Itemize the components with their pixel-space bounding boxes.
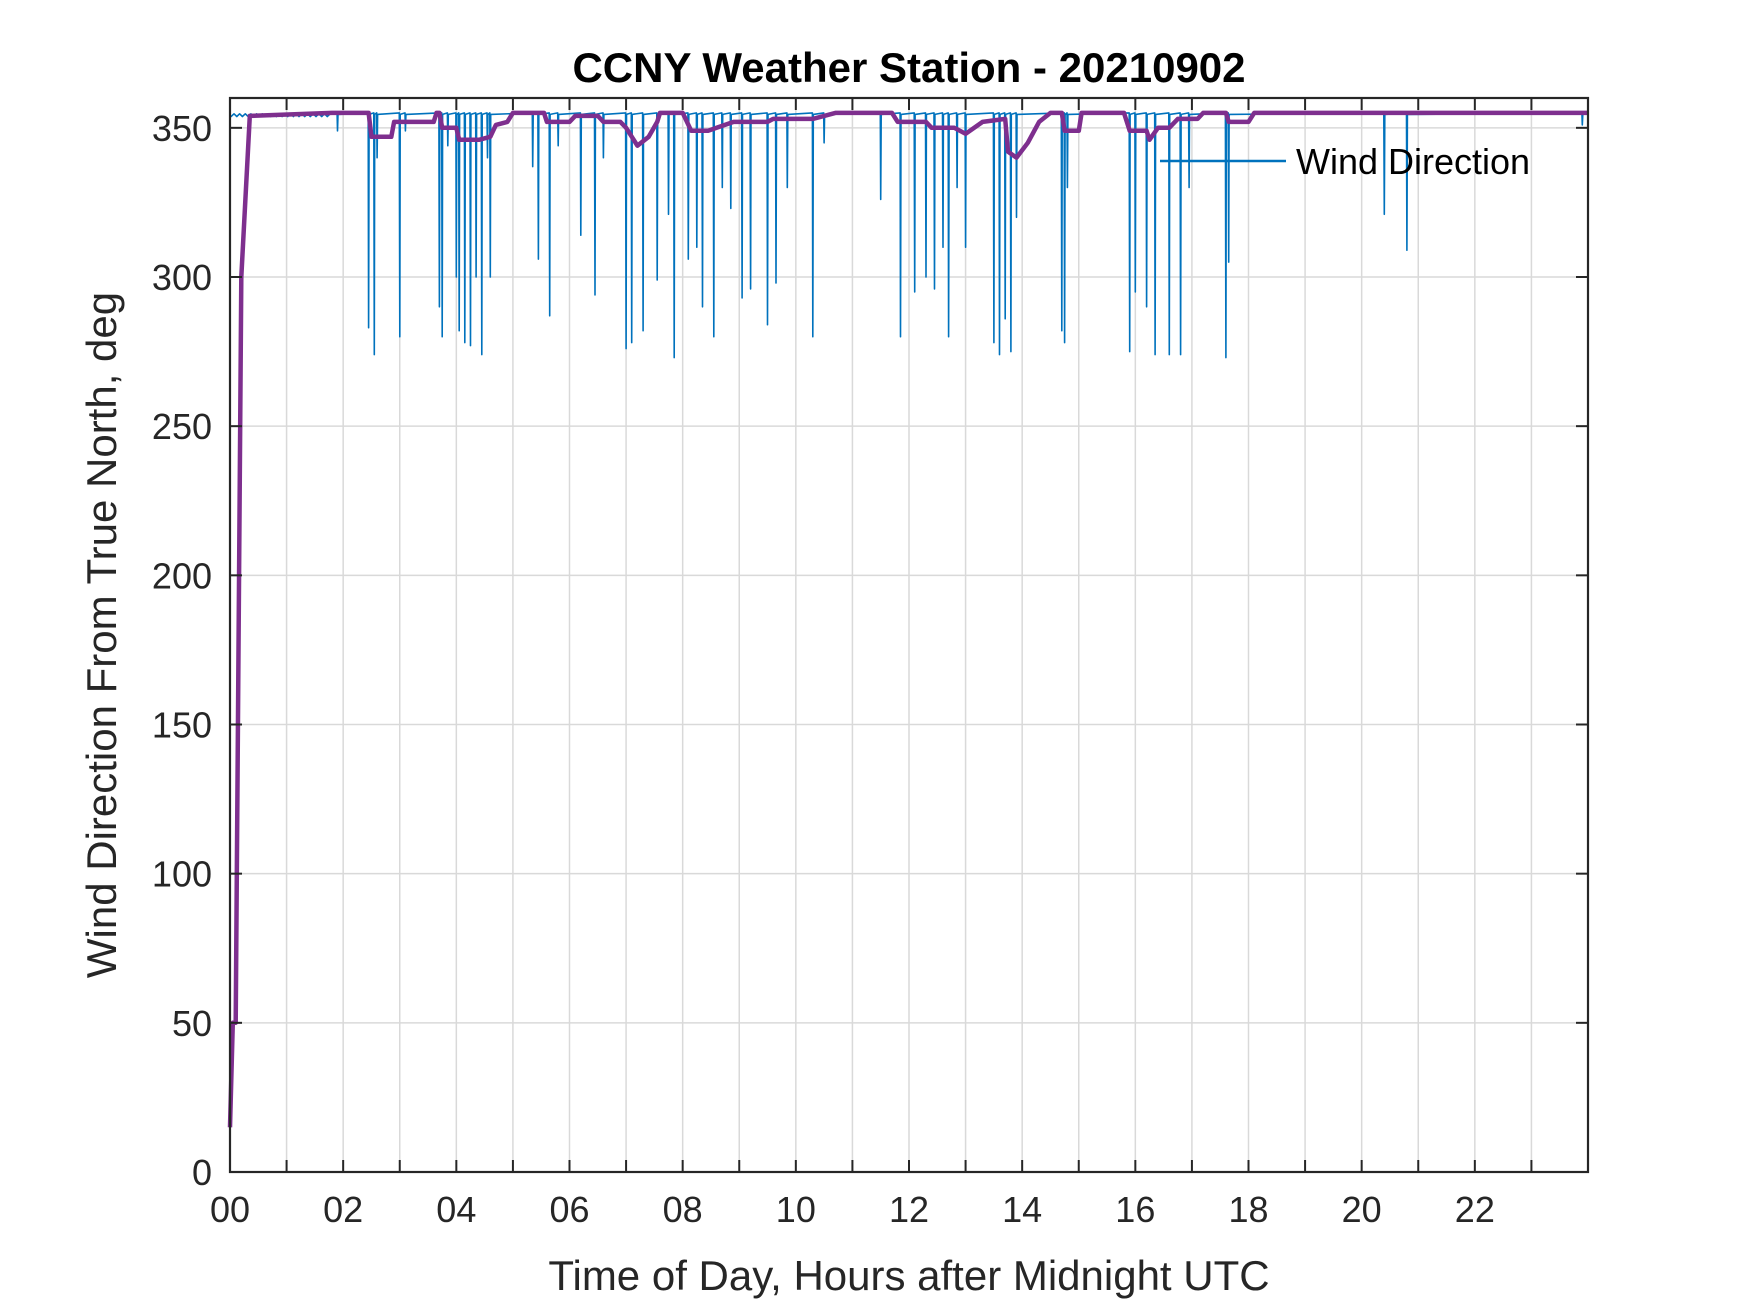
x-axis-title: Time of Day, Hours after Midnight UTC bbox=[548, 1252, 1269, 1299]
x-tick-label: 18 bbox=[1228, 1189, 1268, 1230]
x-tick-label: 16 bbox=[1115, 1189, 1155, 1230]
x-tick-label: 04 bbox=[436, 1189, 476, 1230]
x-tick-label: 02 bbox=[323, 1189, 363, 1230]
tick-labels: 00 02 04 06 08 10 12 14 16 18 20 22 0 50 100 150 200 250 3… bbox=[152, 108, 1495, 1230]
y-tick-label: 150 bbox=[152, 705, 212, 746]
x-tick-label: 12 bbox=[889, 1189, 929, 1230]
legend-label-wind-direction: Wind Direction bbox=[1296, 141, 1530, 182]
x-tick-label: 22 bbox=[1455, 1189, 1495, 1230]
y-tick-label: 100 bbox=[152, 854, 212, 895]
x-tick-label: 20 bbox=[1342, 1189, 1382, 1230]
series-layer bbox=[227, 110, 1589, 1128]
y-tick-label: 200 bbox=[152, 555, 212, 596]
x-tick-label: 10 bbox=[776, 1189, 816, 1230]
series-line-smoothed-wind-direction bbox=[227, 110, 1588, 1128]
y-tick-label: 300 bbox=[152, 257, 212, 298]
chart-title: CCNY Weather Station - 20210902 bbox=[572, 44, 1245, 91]
x-tick-label: 14 bbox=[1002, 1189, 1042, 1230]
y-tick-label: 0 bbox=[192, 1152, 212, 1193]
y-tick-label: 350 bbox=[152, 108, 212, 149]
x-tick-label: 00 bbox=[210, 1189, 250, 1230]
x-tick-label: 06 bbox=[549, 1189, 589, 1230]
grid-lines bbox=[230, 98, 1588, 1172]
x-tick-label: 08 bbox=[663, 1189, 703, 1230]
y-axis-title: Wind Direction From True North, deg bbox=[78, 292, 125, 978]
y-tick-label: 250 bbox=[152, 406, 212, 447]
axis-ticks bbox=[230, 98, 1588, 1173]
legend: Wind Direction bbox=[1160, 141, 1530, 182]
y-tick-label: 50 bbox=[172, 1003, 212, 1044]
